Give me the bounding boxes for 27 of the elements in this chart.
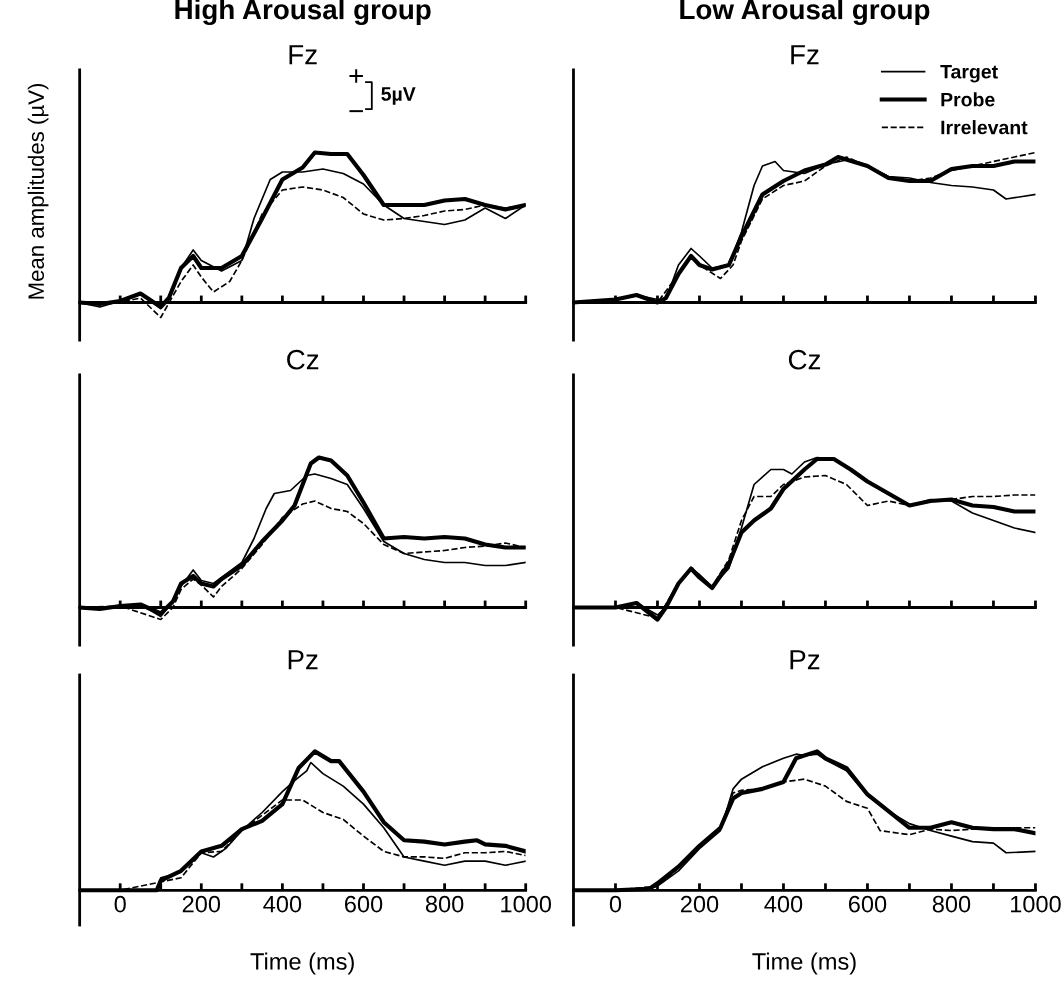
x-tick-label: 400 <box>263 895 302 913</box>
text: 5µV <box>381 87 416 105</box>
legend-label: Probe <box>941 92 995 107</box>
chart-subtitle: Fz <box>791 45 819 65</box>
y-axis-title: Mean amplitudes (µV) <box>27 83 49 299</box>
x-tick-label: 0 <box>114 895 126 913</box>
text: + <box>349 69 363 83</box>
x-tick-label: 800 <box>932 895 971 913</box>
x-tick-label: 200 <box>680 895 719 913</box>
x-axis-title: Time (ms) <box>250 952 354 975</box>
chart-title: Pz <box>288 650 318 670</box>
x-axis-title: Time (ms) <box>752 952 856 975</box>
x-tick-label: 200 <box>182 895 221 913</box>
x-tick-label: 600 <box>848 895 887 913</box>
x-tick-label: 800 <box>425 895 464 913</box>
chart-subtitle: Fz <box>289 45 317 65</box>
x-tick-label: 400 <box>764 895 803 913</box>
legend-label: Target <box>940 64 998 83</box>
chart-title: Cz <box>287 349 319 370</box>
x-tick-label: 1000 <box>501 895 552 913</box>
x-tick-label: 0 <box>609 895 622 913</box>
x-tick-label: 1000 <box>1010 895 1061 913</box>
text: − <box>349 110 363 113</box>
legend-label: Irrelevant <box>941 120 1028 135</box>
chart-title: Pz <box>790 650 820 670</box>
chart-title: Cz <box>788 349 821 370</box>
x-tick-label: 600 <box>345 895 383 913</box>
